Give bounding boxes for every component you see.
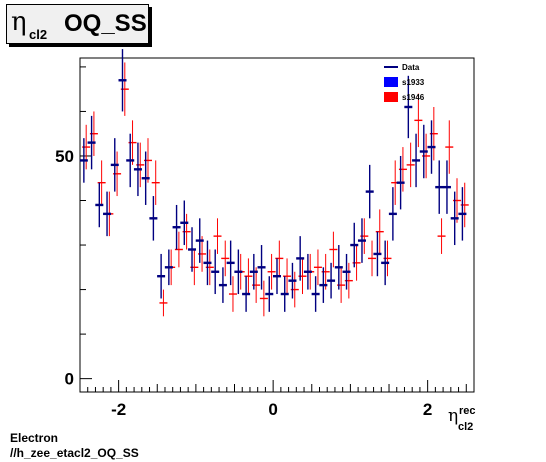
title-subscript: cl2 — [29, 27, 48, 42]
chart-title-box: η cl2 OQ_SS — [6, 4, 149, 44]
x-axis: -2 0 2 — [87, 380, 475, 419]
legend: Data s1933 s1946 — [384, 63, 425, 102]
plot-frame — [79, 57, 475, 393]
y-axis: 0 50 — [55, 66, 92, 389]
legend-label-data: Data — [402, 63, 420, 72]
legend-box-s1946 — [384, 92, 398, 102]
x-tick-label: 2 — [423, 400, 432, 419]
y-tick-label: 0 — [65, 370, 74, 389]
title-text: OQ_SS — [64, 10, 147, 37]
legend-box-s1933 — [384, 77, 398, 87]
y-tick-label: 50 — [55, 147, 74, 166]
legend-label-s1946: s1946 — [402, 93, 425, 102]
legend-label-s1933: s1933 — [402, 78, 425, 87]
footer-label-electron: Electron — [10, 431, 59, 445]
x-tick-label: 0 — [268, 400, 277, 419]
x-axis-label-superscript: rec — [459, 405, 476, 417]
series-layer — [79, 49, 469, 317]
x-axis-label-eta: η — [448, 406, 458, 426]
footer-label-histogram-path: //h_zee_etacl2_OQ_SS — [10, 446, 139, 460]
x-tick-label: -2 — [111, 400, 126, 419]
title-eta-symbol: η — [11, 7, 27, 37]
x-axis-label-subscript: cl2 — [458, 421, 473, 433]
series-data — [79, 49, 467, 312]
